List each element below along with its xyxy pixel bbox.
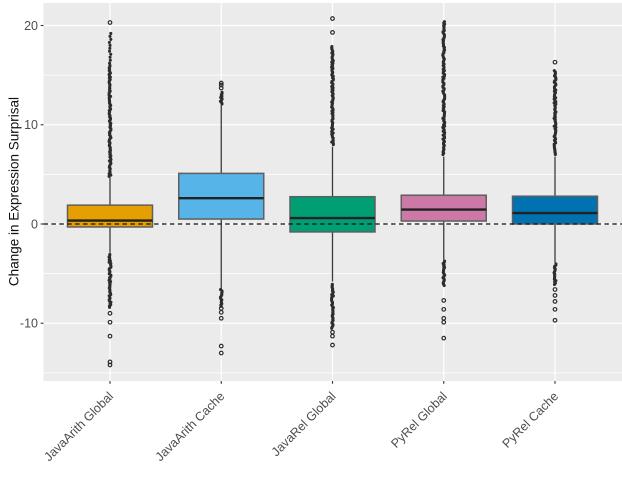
outlier-extreme-pyrel-cache: [552, 59, 558, 65]
outlier-javaarith-global: [107, 40, 111, 44]
outlier-javaarith-global: [108, 43, 112, 47]
outlier-extreme-javaarith-global: [107, 359, 113, 365]
x-tick-label-pyrel-cache: PyRel Cache: [500, 389, 562, 451]
box-pyrel-cache: [511, 195, 599, 225]
outlier-extreme-javaarith-cache: [218, 82, 224, 88]
outlier-javaarith-global: [108, 55, 112, 59]
outlier-javaarith-global: [109, 31, 113, 35]
outlier-extreme-pyrel-global: [441, 335, 447, 341]
outlier-extreme-javaarith-cache: [218, 85, 224, 91]
outlier-pyrel-global: [443, 259, 447, 263]
outlier-extreme-javaarith-cache: [218, 315, 224, 321]
outlier-extreme-javaarith-global: [107, 362, 113, 368]
box-javaarith-cache: [178, 172, 265, 220]
box-javarel-global: [289, 195, 376, 233]
outlier-extreme-pyrel-cache: [552, 299, 558, 304]
x-tick-label-pyrel-global: PyRel Global: [388, 389, 449, 450]
outlier-extreme-javaarith-global: [107, 20, 113, 25]
box-pyrel-global: [400, 194, 487, 222]
outlier-javaarith-global: [108, 61, 112, 65]
outlier-extreme-pyrel-cache: [552, 293, 558, 298]
y-axis-title: Change in Expression Surprisal: [6, 96, 22, 287]
outlier-javaarith-global: [107, 49, 112, 53]
y-tick-label: 10: [24, 118, 38, 132]
outlier-javaarith-cache: [220, 90, 224, 94]
outlier-javaarith-cache: [219, 288, 223, 292]
y-tick-label: -10: [20, 317, 38, 331]
outlier-extreme-javarel-global: [330, 30, 335, 35]
outlier-pyrel-cache: [552, 69, 556, 73]
outlier-extreme-pyrel-global: [441, 298, 447, 303]
y-tick-label: 0: [31, 217, 38, 231]
outlier-javarel-global: [330, 282, 334, 286]
outlier-extreme-pyrel-global: [441, 319, 447, 325]
outlier-javaarith-global: [109, 37, 113, 41]
outlier-extreme-javaarith-global: [107, 310, 113, 316]
outlier-extreme-javarel-global: [330, 342, 335, 348]
outlier-javarel-global: [330, 44, 334, 49]
x-tick-label-javaarith-global: JavaArith Global: [41, 389, 116, 464]
outlier-extreme-pyrel-cache: [552, 306, 558, 312]
outlier-extreme-javaarith-global: [107, 333, 113, 339]
outlier-javaarith-global: [108, 252, 112, 257]
outlier-extreme-javarel-global: [330, 16, 335, 21]
outlier-extreme-pyrel-global: [441, 306, 447, 312]
outlier-extreme-javaarith-global: [107, 319, 113, 325]
outlier-extreme-pyrel-cache: [552, 287, 558, 292]
outlier-extreme-javarel-global: [330, 333, 335, 339]
outlier-extreme-pyrel-cache: [552, 317, 558, 323]
outlier-javaarith-global: [108, 34, 112, 38]
outlier-extreme-javaarith-cache: [218, 309, 224, 315]
outlier-pyrel-global: [442, 20, 447, 24]
outlier-extreme-javaarith-cache: [218, 343, 224, 349]
x-tick-label-javaarith-cache: JavaArith Cache: [153, 389, 228, 464]
outlier-extreme-javaarith-cache: [218, 80, 224, 86]
outlier-extreme-javaarith-cache: [218, 350, 224, 356]
x-tick-label-javarel-global: JavaRel Global: [269, 389, 339, 459]
outlier-pyrel-cache: [554, 262, 558, 266]
outlier-javaarith-global: [108, 46, 112, 50]
y-tick-label: 20: [24, 19, 38, 33]
outlier-javaarith-global: [108, 58, 112, 62]
outlier-javaarith-global: [109, 52, 113, 56]
